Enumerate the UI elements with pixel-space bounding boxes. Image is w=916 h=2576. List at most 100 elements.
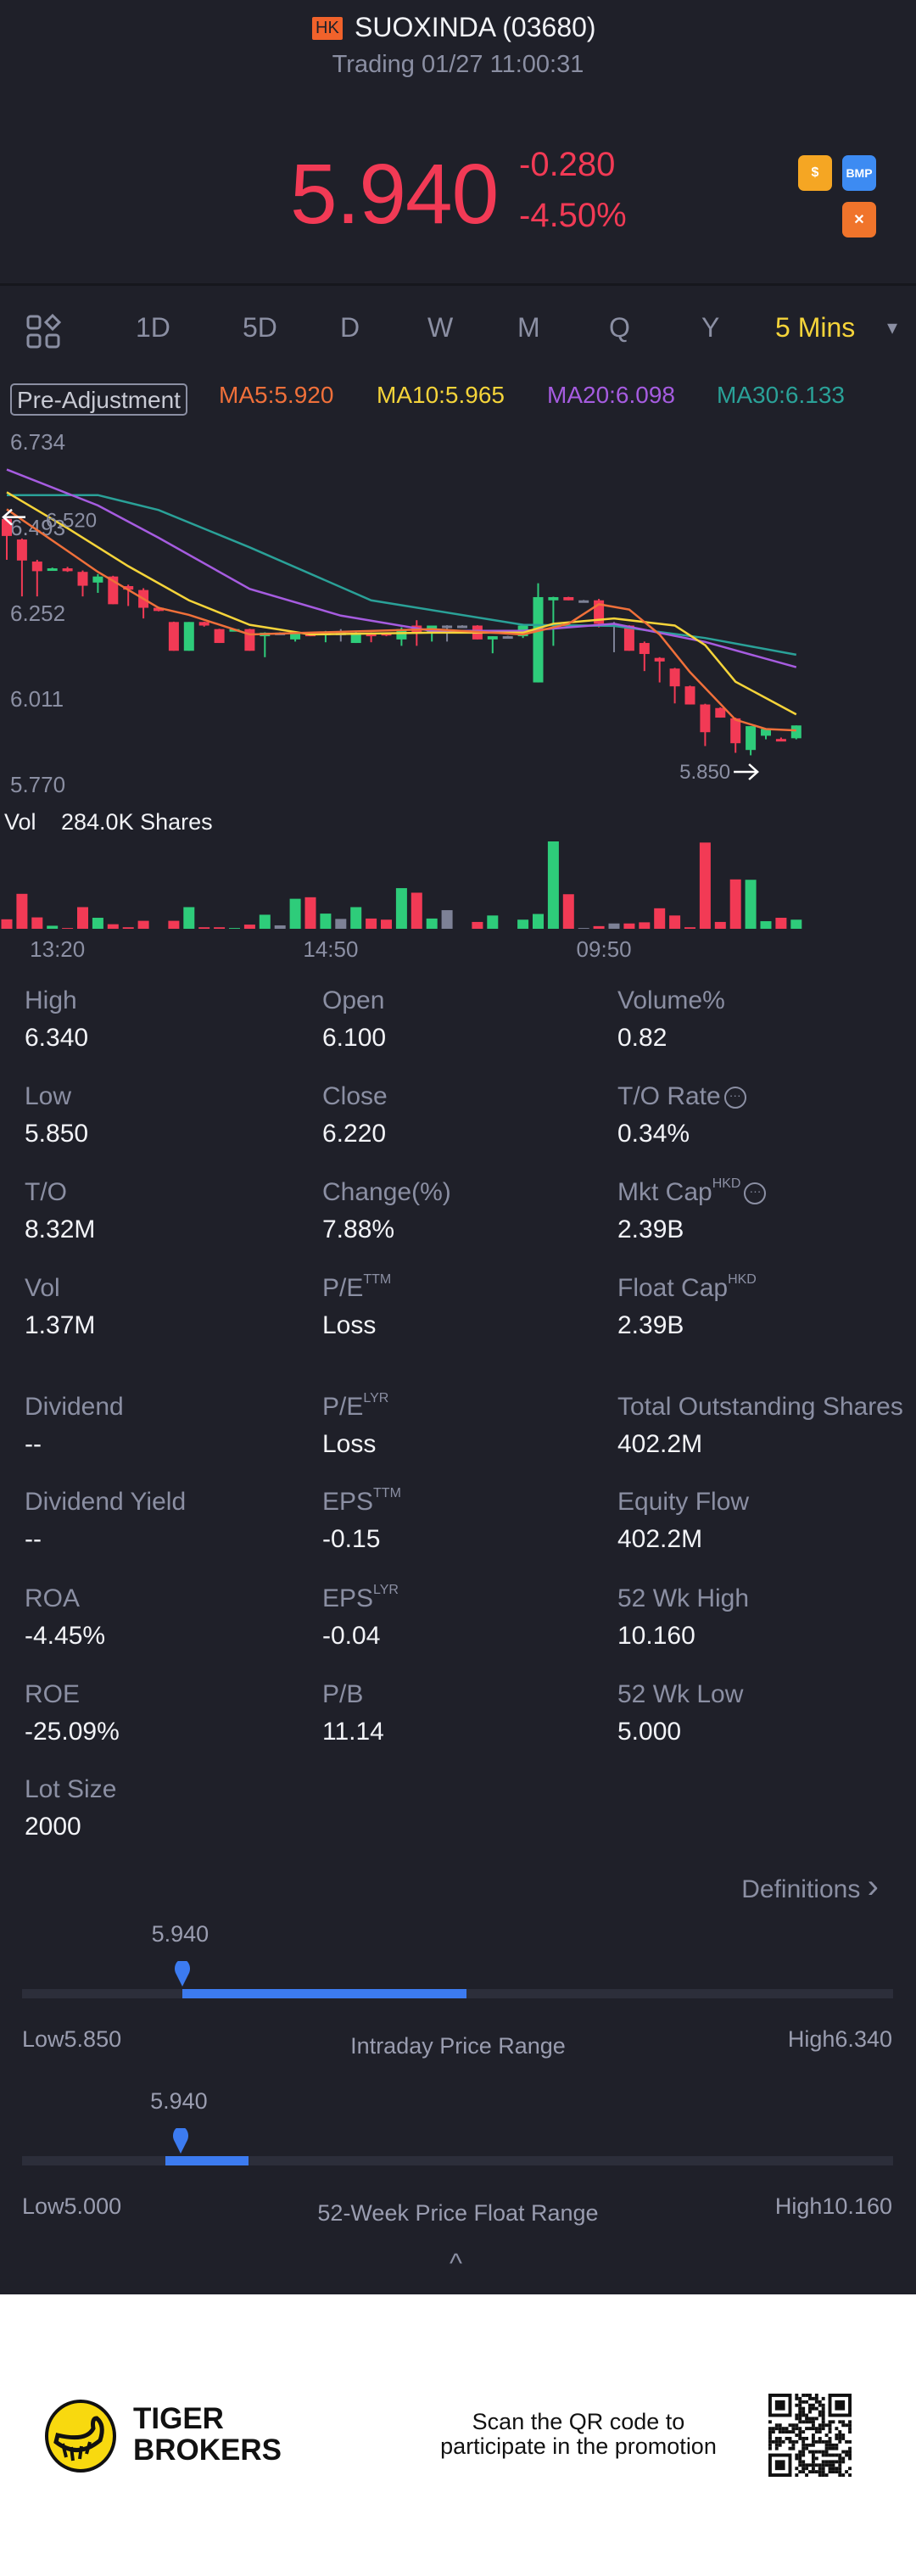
candle-body xyxy=(77,572,88,586)
divider xyxy=(0,283,916,286)
ma30-line xyxy=(7,494,797,657)
candle-body xyxy=(198,622,209,626)
volume-bar xyxy=(639,922,651,929)
range-high: High6.340 xyxy=(787,2026,892,2052)
stat-value: 2.39B xyxy=(617,1215,684,1243)
x-axis-tick-label: 13:20 xyxy=(30,936,85,962)
tab-quarter[interactable]: Q xyxy=(609,312,630,343)
volume-bar xyxy=(517,919,529,929)
stat-label-text: Vol xyxy=(25,1274,60,1302)
tab-1d[interactable]: 1D xyxy=(136,312,170,343)
stat-value: Loss xyxy=(322,1311,377,1339)
tab-5-mins[interactable]: 5 Mins xyxy=(775,312,856,343)
volume-bar xyxy=(533,914,544,929)
collapse-chevron-up-icon[interactable]: ^ xyxy=(450,2248,463,2278)
min-price-marker: 5.850 xyxy=(679,761,730,784)
y-axis-tick-label: 6.252 xyxy=(10,601,65,626)
tab-5d[interactable]: 5D xyxy=(243,312,277,343)
volume-bar xyxy=(411,892,422,929)
pre-adjustment-button[interactable]: Pre-Adjustment xyxy=(10,383,187,416)
stat-label-text: ROA xyxy=(25,1584,81,1612)
stat-value: -- xyxy=(25,1525,42,1553)
stat-label[interactable]: Mkt CapHKD··· xyxy=(617,1176,767,1207)
stat-label-sup: HKD xyxy=(712,1176,741,1191)
dollar-icon[interactable]: $ xyxy=(798,155,832,191)
stat-label: Close xyxy=(322,1082,388,1111)
volume-bar xyxy=(608,923,620,929)
candle-body xyxy=(730,718,741,744)
qr-code[interactable] xyxy=(768,2394,852,2477)
stat-value: 7.88% xyxy=(322,1215,395,1243)
definitions-link[interactable]: Definitions › xyxy=(741,1868,879,1906)
bmp-glyph: BMP xyxy=(846,166,873,180)
volume-bar xyxy=(289,898,301,929)
stat-label: Vol xyxy=(25,1274,60,1303)
volume-bar xyxy=(472,921,483,929)
stat-label: High xyxy=(25,986,77,1015)
stat-label-text: Float Cap xyxy=(617,1274,729,1302)
stat-label: P/ETTM xyxy=(322,1272,391,1303)
stat-label-text: 52 Wk Low xyxy=(617,1680,744,1708)
range-track xyxy=(22,2156,893,2165)
range-fill xyxy=(165,2156,249,2165)
stat-label-text: Close xyxy=(322,1082,388,1110)
stat-value: 2000 xyxy=(25,1813,81,1841)
ma20-legend: MA20:6.098 xyxy=(547,382,675,408)
chart-layout-icon[interactable] xyxy=(25,313,62,349)
candle-body xyxy=(62,568,73,572)
stat-value: 8.32M xyxy=(25,1215,96,1243)
price-change: -0.280 xyxy=(519,146,616,183)
stat-label-text: EPS xyxy=(322,1488,374,1516)
candle-body xyxy=(183,622,194,651)
tab-month[interactable]: M xyxy=(517,312,540,343)
range-high: High10.160 xyxy=(774,2193,892,2219)
stat-label-text: EPS xyxy=(322,1584,374,1612)
tab-week[interactable]: W xyxy=(427,312,454,343)
volume-bar xyxy=(593,925,605,929)
chevron-right-icon: › xyxy=(867,1868,879,1905)
volume-label: Vol xyxy=(4,809,36,835)
stat-value: 2.39B xyxy=(617,1311,684,1339)
stat-label: ROE xyxy=(25,1680,80,1709)
info-icon[interactable]: ··· xyxy=(744,1182,767,1205)
stat-label-text: Volume% xyxy=(617,986,725,1014)
volume-bar xyxy=(92,918,103,929)
y-axis-tick-label: 5.770 xyxy=(10,772,65,797)
stat-value: 6.100 xyxy=(322,1024,387,1052)
current-price-pin-icon xyxy=(173,2128,189,2154)
stat-label-text: ROE xyxy=(25,1680,81,1708)
volume-bar xyxy=(699,842,711,929)
stat-label-sup: TTM xyxy=(373,1486,401,1500)
stat-label: 52 Wk High xyxy=(617,1584,749,1613)
stat-value: 402.2M xyxy=(617,1525,703,1553)
stat-label[interactable]: T/O Rate ··· xyxy=(617,1082,746,1111)
volume-bar xyxy=(107,924,119,929)
range-low: Low5.000 xyxy=(22,2193,122,2219)
stat-value: -0.15 xyxy=(322,1525,381,1553)
stat-label-text: Dividend Yield xyxy=(25,1488,187,1516)
volume-bar xyxy=(1,919,13,929)
promo-line-1: Scan the QR code to xyxy=(472,2409,685,2434)
promo-text: Scan the QR code to participate in the p… xyxy=(409,2410,748,2459)
tiger-brokers-logo xyxy=(45,2400,116,2473)
bmp-icon[interactable]: BMP xyxy=(842,155,876,191)
range-current-value: 5.940 xyxy=(151,1921,209,1947)
interval-dropdown-icon[interactable]: ▾ xyxy=(887,316,898,339)
volume-bar xyxy=(684,927,695,929)
tab-year[interactable]: Y xyxy=(701,312,720,343)
stat-label-text: Dividend xyxy=(25,1393,124,1421)
margin-icon[interactable]: ✕ xyxy=(842,202,876,237)
stat-value: 0.34% xyxy=(617,1120,690,1148)
tab-day[interactable]: D xyxy=(340,312,360,343)
candle-body xyxy=(775,739,786,742)
range-low: Low5.850 xyxy=(22,2026,122,2052)
stat-label-text: Lot Size xyxy=(25,1775,117,1803)
margin-glyph: ✕ xyxy=(853,213,865,227)
dollar-glyph: $ xyxy=(811,165,819,180)
info-icon[interactable]: ··· xyxy=(723,1087,746,1109)
candle-body xyxy=(669,668,680,687)
stat-value: -- xyxy=(25,1430,42,1458)
arrow-right-icon xyxy=(734,763,759,780)
volume-bar xyxy=(77,907,88,929)
